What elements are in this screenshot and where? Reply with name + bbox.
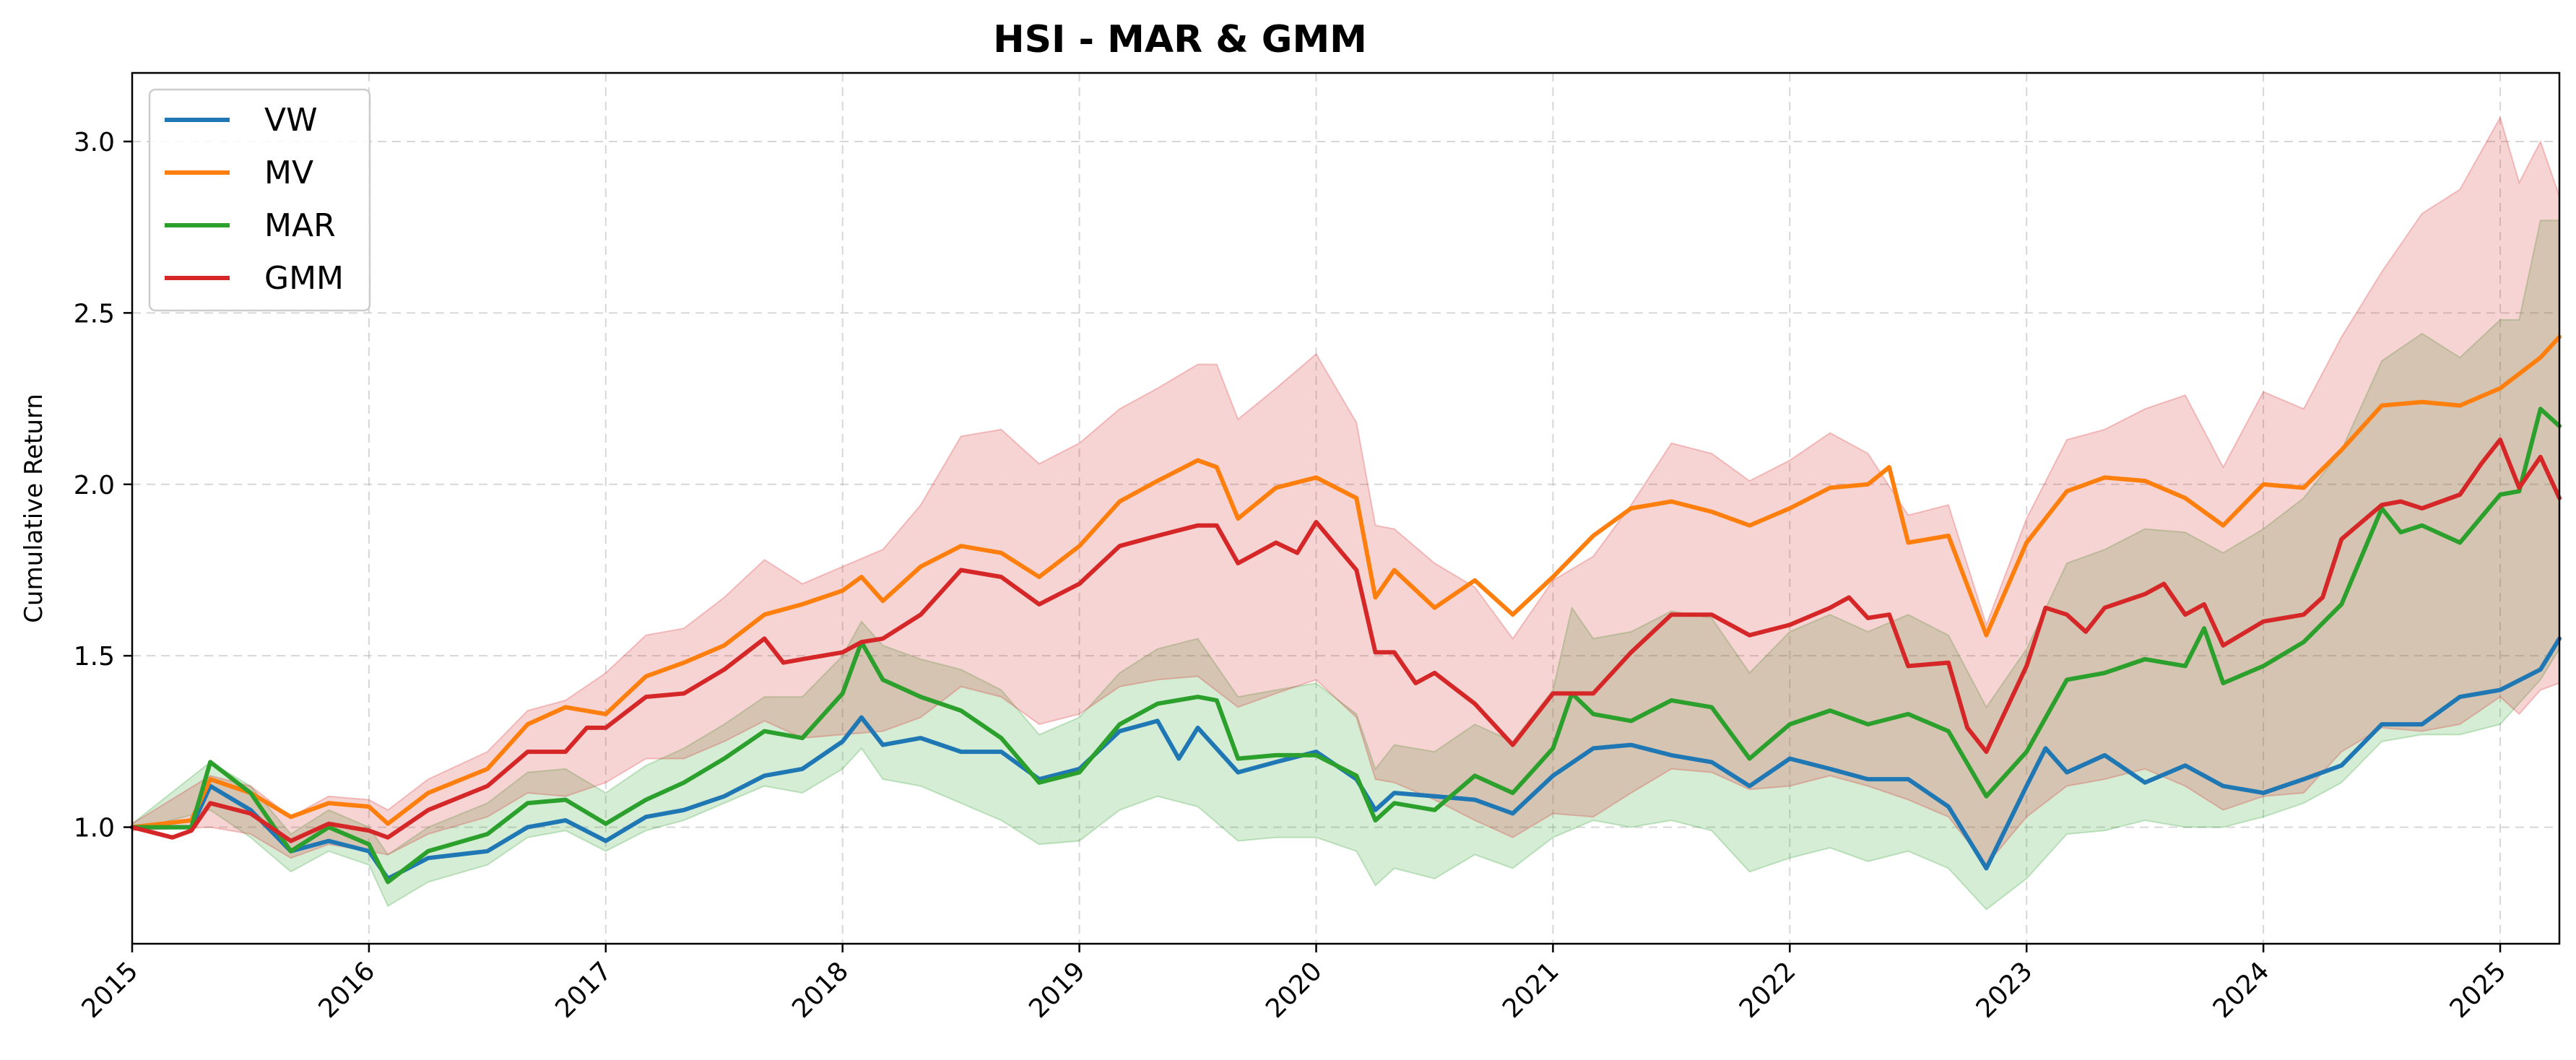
x-tick-label: 2015 bbox=[77, 956, 144, 1024]
x-tick-label: 2018 bbox=[786, 956, 854, 1024]
legend-label-gmm: GMM bbox=[264, 260, 344, 297]
x-tick-label: 2022 bbox=[1734, 956, 1802, 1024]
x-tick-label: 2016 bbox=[313, 956, 381, 1024]
y-tick-label: 1.0 bbox=[74, 814, 115, 843]
y-tick-label: 2.0 bbox=[74, 471, 115, 500]
x-tick-label: 2017 bbox=[550, 956, 617, 1024]
series-lines bbox=[130, 334, 2562, 885]
x-tick-label: 2024 bbox=[2208, 956, 2276, 1024]
x-tick-label: 2021 bbox=[1497, 956, 1565, 1024]
legend-label-mv: MV bbox=[264, 155, 313, 191]
x-tick-label: 2020 bbox=[1260, 956, 1328, 1024]
legend-box bbox=[148, 88, 371, 312]
series-line-mar bbox=[130, 407, 2562, 885]
confidence-bands bbox=[131, 116, 2560, 911]
y-tick-label: 3.0 bbox=[74, 128, 115, 157]
legend-label-vw: VW bbox=[264, 102, 318, 139]
x-tick-label: 2025 bbox=[2445, 956, 2512, 1024]
plot-area-frame bbox=[131, 71, 2561, 945]
y-axis-label: Cumulative Return bbox=[19, 394, 48, 623]
y-tick-label: 1.5 bbox=[74, 642, 115, 672]
legend: VW MV MAR GMM bbox=[148, 88, 371, 312]
y-tick-label: 2.5 bbox=[74, 299, 115, 329]
chart-title: HSI - MAR & GMM bbox=[993, 18, 1367, 61]
series-line-mv bbox=[130, 334, 2562, 830]
legend-label-mar: MAR bbox=[264, 207, 336, 244]
x-tick-label: 2019 bbox=[1023, 956, 1091, 1024]
series-line-gmm bbox=[130, 438, 2562, 843]
x-tick-label: 2023 bbox=[1971, 956, 2039, 1024]
